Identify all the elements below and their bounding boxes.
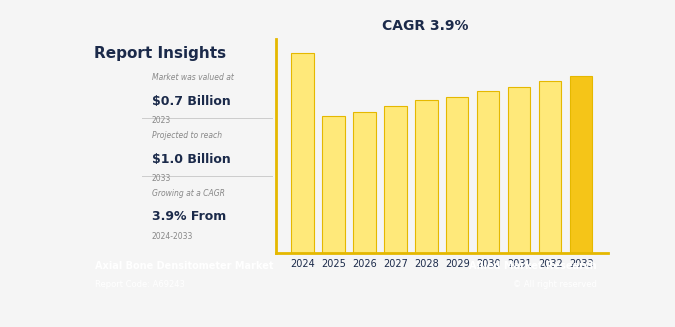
Bar [415, 100, 437, 253]
Text: Axial Bone Densitometer Market: Axial Bone Densitometer Market [95, 261, 273, 271]
Text: $0.7 Billion: $0.7 Billion [151, 95, 230, 108]
Text: Report Insights: Report Insights [94, 46, 226, 61]
Bar [291, 53, 314, 253]
Bar [570, 76, 593, 253]
Bar [446, 96, 468, 253]
Text: Report Code: A69243: Report Code: A69243 [95, 280, 185, 289]
Text: $1.0 Billion: $1.0 Billion [151, 153, 230, 166]
Text: 2024-2033: 2024-2033 [151, 232, 193, 241]
Bar [322, 116, 344, 253]
Bar [477, 91, 500, 253]
Bar [539, 81, 562, 253]
Text: 3.9% From: 3.9% From [151, 211, 225, 223]
Text: Market was valued at: Market was valued at [151, 74, 234, 82]
Bar [384, 106, 406, 253]
Text: Allied Market Research: Allied Market Research [469, 261, 597, 271]
Text: CAGR 3.9%: CAGR 3.9% [382, 19, 468, 33]
Text: Growing at a CAGR: Growing at a CAGR [151, 189, 224, 198]
Text: 2023: 2023 [151, 116, 171, 125]
Text: Projected to reach: Projected to reach [151, 131, 221, 140]
Bar [353, 112, 375, 253]
Text: © All right reserved: © All right reserved [513, 280, 597, 289]
Bar [508, 87, 531, 253]
Text: 2033: 2033 [151, 174, 171, 183]
